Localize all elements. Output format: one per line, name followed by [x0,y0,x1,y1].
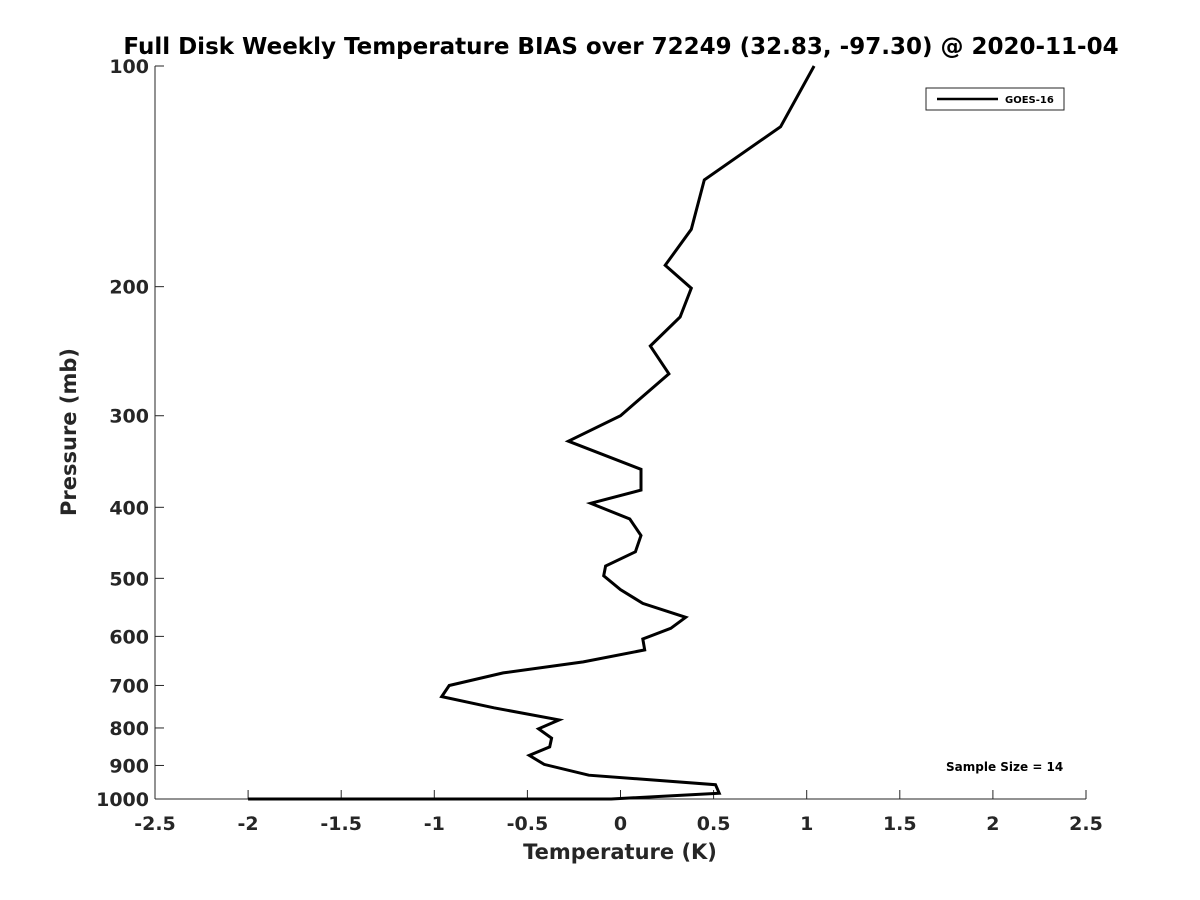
x-tick-label: -1.5 [320,813,362,835]
x-tick-label: -0.5 [507,813,549,835]
y-tick-label: 100 [109,56,149,78]
legend: GOES-16 [925,87,1065,111]
x-tick-label: 2 [986,813,999,835]
y-axis-ticks: 100 200 300 400 500 600 700 800 900 1000 [96,56,164,811]
sample-size-annotation: Sample Size = 14 [946,760,1063,774]
y-tick-label: 700 [109,675,149,697]
x-tick-label: 1.5 [883,813,917,835]
y-tick-label: 900 [109,755,149,777]
y-tick-label: 800 [109,718,149,740]
x-tick-label: 0 [614,813,627,835]
y-tick-label: 200 [109,277,149,299]
x-tick-label: -2 [238,813,259,835]
x-tick-label: 0.5 [697,813,731,835]
x-tick-label: -1 [424,813,445,835]
chart-title: Full Disk Weekly Temperature BIAS over 7… [123,34,1118,60]
y-tick-label: 400 [109,497,149,519]
y-tick-label: 600 [109,626,149,648]
y-axis-label: Pressure (mb) [57,348,81,516]
x-tick-label: 1 [800,813,813,835]
x-tick-label: -2.5 [134,813,176,835]
x-axis-ticks: -2.5 -2 -1.5 -1 -0.5 0 0.5 1 1.5 2 2.5 [134,790,1103,835]
plot-area [154,66,1086,800]
x-tick-label: 2.5 [1069,813,1103,835]
y-tick-label: 1000 [96,789,149,811]
series-layer [248,65,816,801]
x-axis-label: Temperature (K) [523,840,717,864]
y-tick-label: 500 [109,568,149,590]
series-line-goes-16 [248,65,816,801]
y-tick-label: 300 [109,406,149,428]
legend-label-goes-16: GOES-16 [1005,95,1054,106]
